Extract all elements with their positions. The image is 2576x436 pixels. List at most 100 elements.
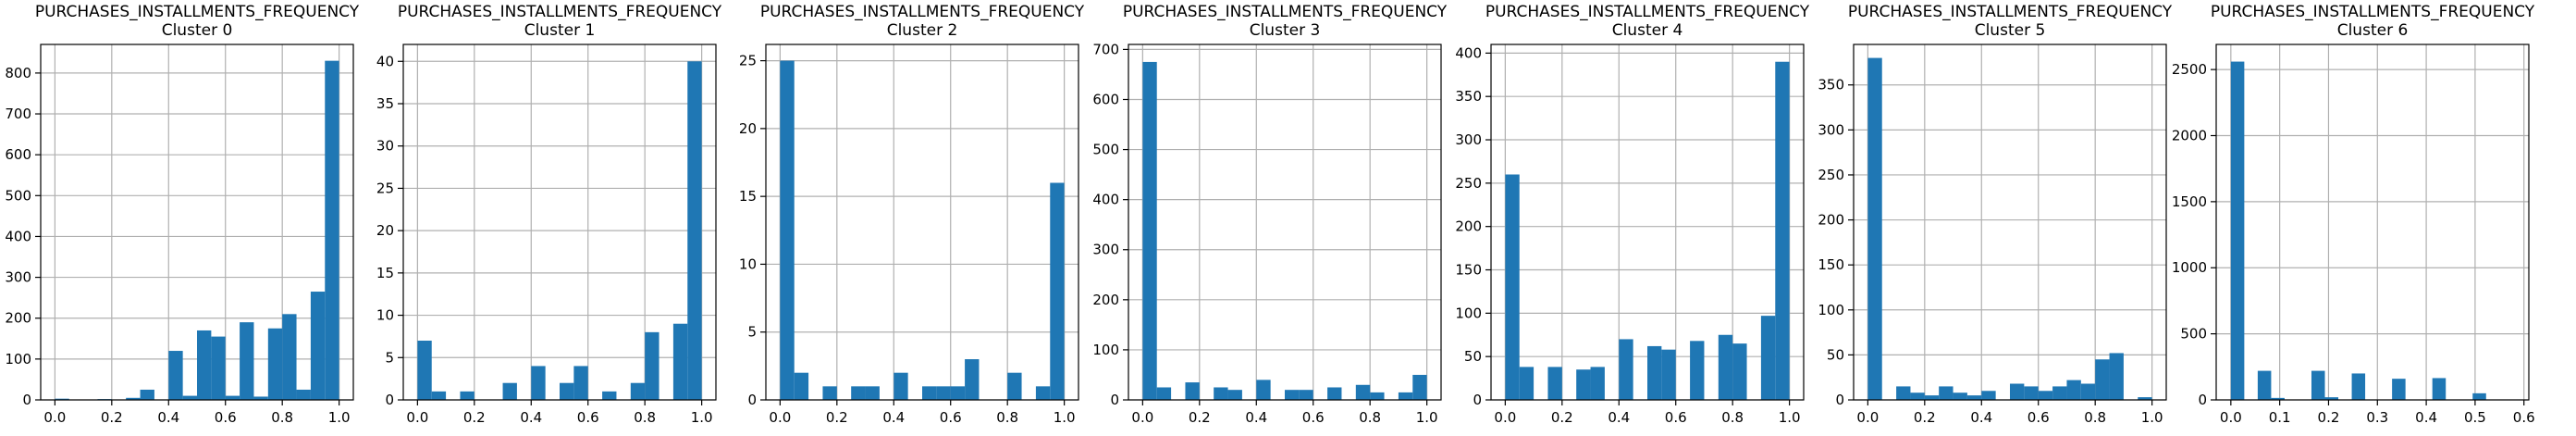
bar: [822, 386, 837, 400]
axes-frame: [765, 44, 1079, 401]
chart-subtitle: Cluster 1: [524, 21, 596, 40]
bar: [780, 60, 795, 401]
x-tick-label: 0.6: [940, 409, 962, 426]
bar: [573, 366, 588, 400]
y-tick-label: 300: [1092, 242, 1119, 258]
y-tick-label: 1500: [2172, 193, 2207, 210]
axes-frame: [40, 44, 354, 401]
bar: [126, 397, 141, 400]
bar: [950, 386, 966, 400]
bar: [1412, 374, 1427, 400]
y-tick-label: 15: [739, 188, 757, 205]
y-tick-label: 700: [5, 106, 31, 122]
bar: [1966, 395, 1982, 400]
x-tick-label: 0.4: [1970, 409, 1992, 426]
y-tick-label: 200: [5, 310, 31, 327]
bar: [560, 382, 574, 400]
y-tick-label: 800: [5, 65, 31, 81]
x-tick-label: 0.8: [1721, 409, 1744, 426]
bar: [2324, 397, 2339, 400]
bar: [1370, 392, 1385, 400]
bar: [1690, 341, 1705, 400]
x-tick-label: 0.1: [2269, 409, 2291, 426]
y-tick-label: 150: [1455, 262, 1482, 279]
bar: [1398, 392, 1413, 400]
bar: [1156, 387, 1172, 400]
x-tick-label: 0.8: [271, 409, 293, 426]
x-tick-label: 0.6: [2513, 409, 2535, 426]
x-tick-label: 0.2: [1189, 409, 1211, 426]
bar: [2052, 386, 2067, 400]
bar: [2271, 397, 2285, 400]
x-tick-label: 0.8: [634, 409, 656, 426]
axes-frame: [2215, 44, 2530, 401]
bar: [417, 341, 432, 400]
x-tick-label: 0.6: [577, 409, 599, 426]
y-tick-label: 500: [2180, 326, 2207, 343]
bar: [965, 359, 980, 400]
bar: [531, 366, 546, 400]
bar: [2080, 383, 2096, 400]
bar: [1924, 395, 1940, 400]
bar: [2010, 383, 2025, 400]
y-tick-label: 100: [1455, 305, 1482, 321]
x-tick-label: 0.4: [1245, 409, 1267, 426]
x-tick-label: 1.0: [2141, 409, 2163, 426]
bar: [1299, 390, 1313, 400]
bar: [1050, 182, 1065, 400]
chart-subtitle: Cluster 3: [1250, 21, 1321, 40]
bar: [2138, 397, 2152, 400]
y-tick-label: 20: [739, 120, 757, 137]
y-tick-label: 1000: [2172, 259, 2207, 276]
bar: [865, 386, 880, 400]
bar: [1775, 61, 1790, 401]
x-tick-label: 0.0: [406, 409, 428, 426]
y-tick-label: 200: [1455, 218, 1482, 235]
bar: [1896, 386, 1911, 400]
y-tick-label: 400: [1092, 192, 1119, 208]
y-tick-label: 0: [1110, 392, 1119, 408]
bar: [182, 395, 197, 400]
chart-subtitle: Cluster 6: [2337, 21, 2409, 40]
x-tick-label: 0.8: [1359, 409, 1381, 426]
x-tick-label: 0.2: [826, 409, 848, 426]
bar: [55, 398, 69, 400]
bar: [460, 391, 475, 400]
bar: [894, 372, 908, 400]
y-tick-label: 0: [2198, 392, 2207, 408]
bar: [1910, 392, 1925, 400]
x-tick-label: 0.5: [2464, 409, 2486, 426]
bar: [2109, 353, 2124, 400]
y-tick-label: 250: [1818, 167, 1844, 183]
x-tick-label: 0.2: [2318, 409, 2340, 426]
bar: [1647, 345, 1662, 400]
bar: [2257, 370, 2272, 400]
bar: [502, 382, 517, 400]
bar: [2095, 359, 2110, 400]
y-tick-label: 300: [1455, 131, 1482, 148]
bar: [1185, 382, 1200, 400]
bar: [1035, 386, 1051, 400]
x-tick-label: 0.6: [215, 409, 237, 426]
y-tick-label: 0: [385, 392, 394, 408]
bar: [2066, 380, 2081, 400]
bar: [1867, 57, 1882, 401]
y-tick-label: 300: [1818, 121, 1844, 138]
y-tick-label: 400: [5, 228, 31, 244]
y-tick-label: 35: [376, 95, 394, 112]
bar: [225, 395, 240, 400]
bar: [1981, 391, 1996, 400]
y-tick-label: 100: [5, 351, 31, 367]
bar: [2472, 392, 2486, 400]
bar: [672, 323, 688, 400]
bar: [325, 60, 339, 400]
x-tick-label: 0.0: [1856, 409, 1879, 426]
y-tick-label: 50: [1827, 346, 1844, 363]
bar: [2392, 379, 2406, 400]
bar: [240, 322, 254, 400]
bar: [1619, 339, 1633, 400]
y-tick-label: 25: [376, 180, 394, 196]
y-tick-label: 350: [1818, 77, 1844, 93]
y-tick-label: 100: [1818, 302, 1844, 318]
